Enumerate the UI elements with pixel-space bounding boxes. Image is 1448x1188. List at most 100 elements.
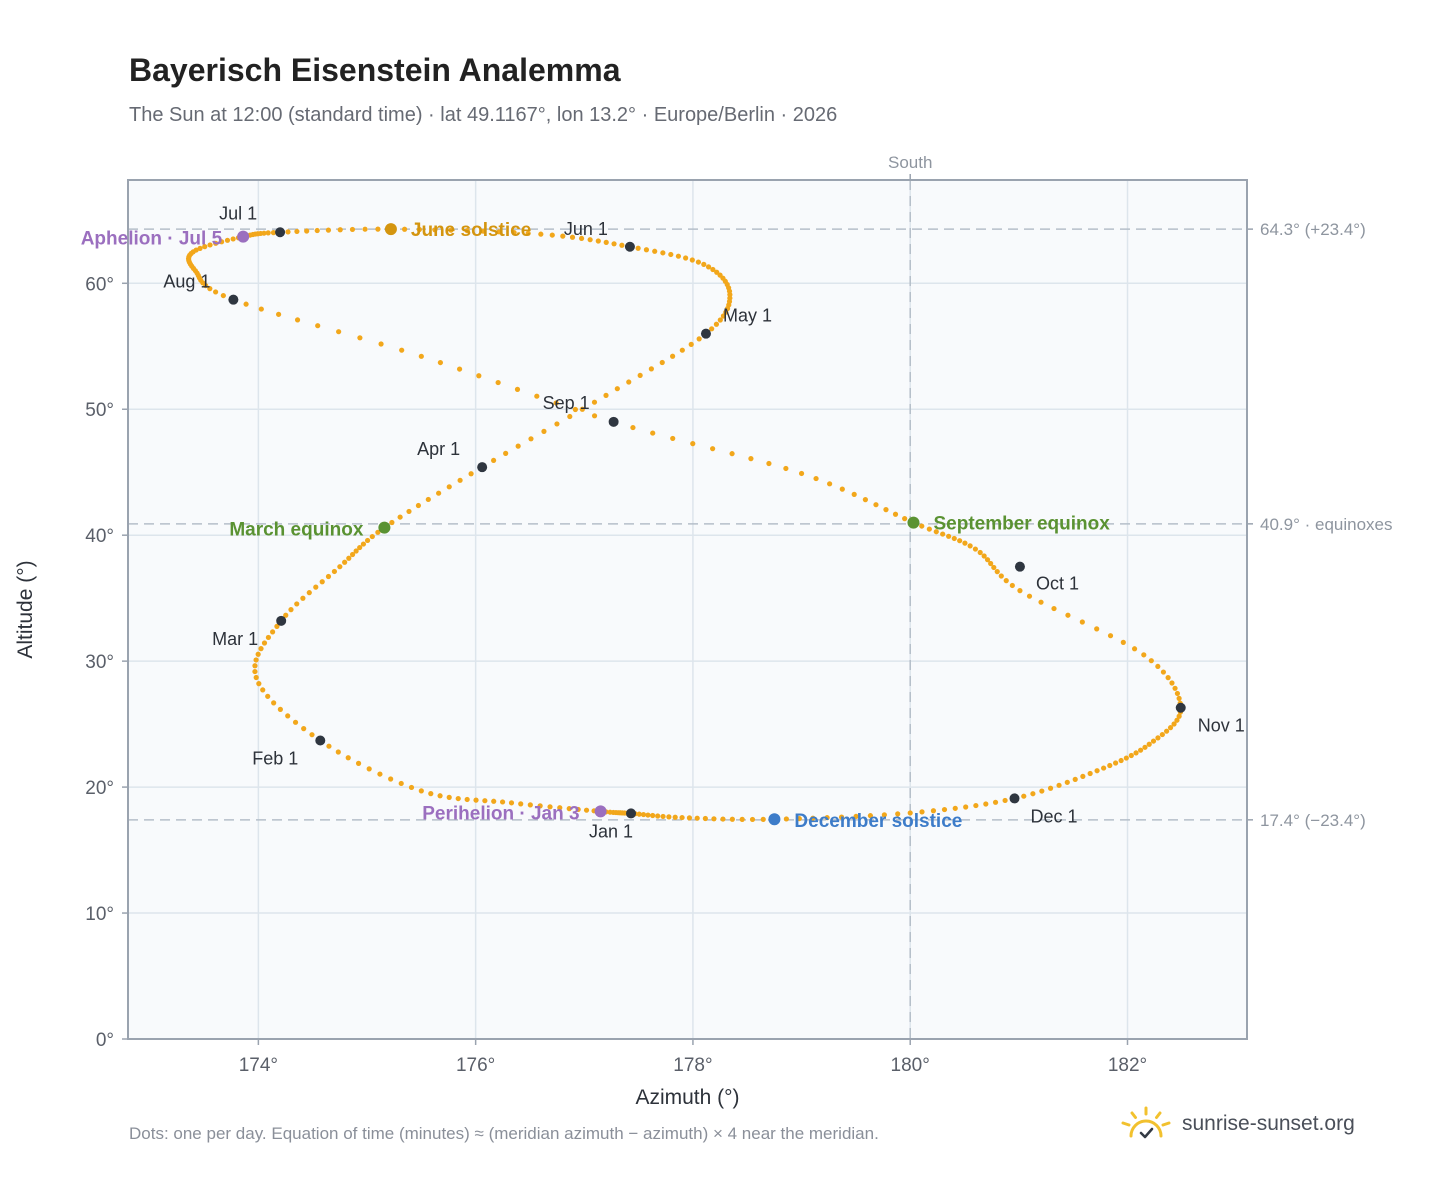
reference-line-label: 40.9° · equinoxes <box>1260 515 1393 534</box>
daily-sun-dot <box>659 359 665 366</box>
daily-sun-dot <box>873 502 879 508</box>
event-marker <box>378 521 391 534</box>
month-marker <box>477 462 488 473</box>
daily-sun-dot <box>283 612 289 618</box>
daily-sun-dot <box>666 814 672 820</box>
daily-sun-dot <box>398 780 404 787</box>
daily-sun-dot <box>306 590 312 596</box>
reference-line-label: 17.4° (−23.4°) <box>1260 811 1366 830</box>
month-marker <box>276 615 287 626</box>
daily-sun-dot <box>514 386 521 392</box>
daily-sun-dot <box>881 812 887 818</box>
daily-sun-dot <box>933 529 939 535</box>
daily-sun-dot <box>294 228 300 235</box>
daily-sun-dot <box>595 238 601 244</box>
daily-sun-dot <box>839 486 845 492</box>
daily-sun-dot <box>219 239 225 245</box>
daily-sun-dot <box>739 816 745 822</box>
plot-frame <box>127 179 1248 1040</box>
daily-sun-dot <box>277 706 283 712</box>
daily-sun-dot <box>951 535 957 542</box>
daily-sun-dot <box>366 766 372 772</box>
daily-sun-dot <box>591 413 598 419</box>
daily-sun-dot <box>260 687 266 693</box>
daily-sun-dot <box>353 548 359 554</box>
daily-sun-dot <box>851 491 857 497</box>
daily-sun-dot <box>261 640 268 646</box>
event-label: March equinox <box>229 520 364 541</box>
daily-sun-dot <box>1148 658 1154 664</box>
daily-sun-dot <box>675 253 682 259</box>
daily-sun-dot <box>375 226 381 232</box>
daily-sun-dot <box>253 674 259 681</box>
daily-sun-dot <box>1160 669 1167 675</box>
daily-sun-dot <box>569 234 576 240</box>
daily-sun-dot <box>1163 728 1170 734</box>
event-marker <box>907 516 920 529</box>
month-marker <box>700 328 711 339</box>
daily-sun-dot <box>527 802 533 808</box>
daily-sun-dot <box>591 399 598 405</box>
daily-sun-dot <box>397 514 403 520</box>
event-marker <box>768 813 781 826</box>
daily-sun-dot <box>415 502 422 509</box>
daily-sun-dot <box>1107 633 1114 639</box>
month-marker <box>1175 702 1186 713</box>
daily-sun-dot <box>988 560 994 567</box>
daily-sun-dot <box>717 272 723 278</box>
event-label: Perihelion · Jan 3 <box>422 803 579 824</box>
month-marker-label: Feb 1 <box>252 748 298 768</box>
daily-sun-dot <box>655 813 661 819</box>
daily-sun-dot <box>315 323 321 329</box>
chart-title: Bayerisch Eisenstein Analemma <box>129 52 621 88</box>
daily-sun-dot <box>962 540 968 546</box>
daily-sun-dot <box>243 301 249 307</box>
daily-sun-dot <box>1072 776 1078 782</box>
daily-sun-dot <box>729 451 735 457</box>
daily-sun-dot <box>1003 578 1009 584</box>
daily-sun-dot <box>1155 663 1161 670</box>
daily-sun-dot <box>670 353 676 359</box>
daily-sun-dot <box>668 251 674 258</box>
daily-sun-dot <box>534 393 540 399</box>
daily-sun-dot <box>637 372 643 379</box>
daily-sun-dot <box>650 430 656 436</box>
daily-sun-dot <box>578 235 585 242</box>
daily-sun-dot <box>766 460 772 467</box>
daily-sun-dot <box>984 557 991 563</box>
daily-sun-dot <box>258 306 264 312</box>
month-marker-label: Aug 1 <box>163 272 210 292</box>
daily-sun-dot <box>335 749 341 755</box>
daily-sun-dot <box>252 668 258 675</box>
daily-sun-dot <box>1056 782 1062 788</box>
daily-sun-dot <box>557 805 563 811</box>
daily-sun-dot <box>626 379 632 385</box>
daily-sun-dot <box>714 269 720 275</box>
daily-sun-dot <box>862 497 868 503</box>
daily-sun-dot <box>560 233 566 239</box>
daily-sun-dot <box>690 441 696 447</box>
daily-sun-dot <box>408 784 415 791</box>
month-marker-label: May 1 <box>723 306 772 326</box>
daily-sun-dot <box>1172 685 1178 691</box>
daily-sun-dot <box>710 446 716 452</box>
daily-sun-dot <box>230 236 236 242</box>
daily-sun-dot <box>1080 773 1086 779</box>
daily-sun-dot <box>1079 619 1085 625</box>
daily-sun-dot <box>1101 765 1107 771</box>
daily-sun-dot <box>972 546 978 552</box>
daily-sun-dot <box>1047 785 1054 791</box>
daily-sun-dot <box>437 359 444 366</box>
brand[interactable]: sunrise-sunset.org <box>1120 1104 1355 1144</box>
daily-sun-dot <box>541 428 547 434</box>
daily-sun-dot <box>883 507 889 513</box>
daily-sun-dot <box>456 366 463 372</box>
daily-sun-dot <box>1171 721 1177 727</box>
daily-sun-dot <box>946 533 952 539</box>
daily-sun-dot <box>587 237 593 243</box>
daily-sun-dot <box>213 289 219 295</box>
x-tick-label: 176° <box>456 1055 495 1076</box>
daily-sun-dot <box>252 663 258 669</box>
event-marker <box>384 223 397 236</box>
daily-sun-dot <box>1021 793 1027 799</box>
